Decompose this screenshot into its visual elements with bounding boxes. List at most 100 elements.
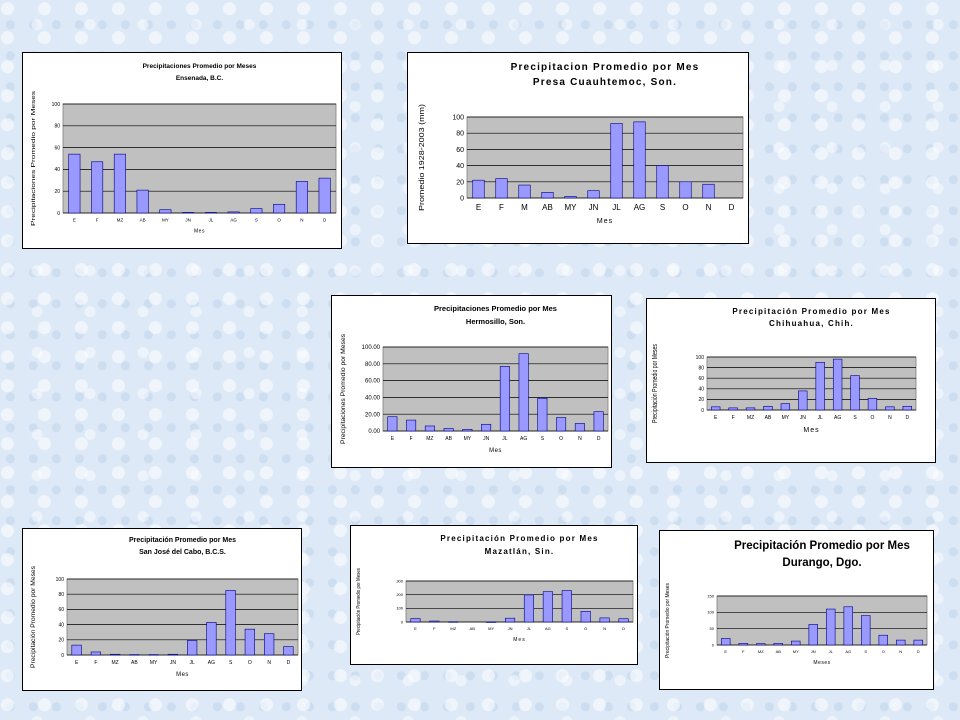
- x-tick-label: E: [476, 203, 481, 212]
- x-tick-label: AB: [131, 660, 138, 666]
- y-tick-label: 0: [401, 619, 404, 624]
- chart-title: Precipitaciones Promedio por Meses: [143, 63, 257, 70]
- x-tick-label: O: [682, 203, 688, 212]
- y-tick-label: 100: [696, 355, 705, 361]
- bar-o: [878, 634, 888, 646]
- bar-e: [410, 618, 421, 623]
- y-tick-label: 0.00: [368, 429, 380, 435]
- y-tick-label: 20.00: [365, 412, 381, 418]
- y-tick-label: 80: [698, 365, 704, 371]
- bar-jn: [808, 624, 818, 646]
- x-tick-label: AB: [765, 415, 772, 421]
- bar-ag: [227, 211, 240, 214]
- y-tick-label: 0: [460, 195, 464, 202]
- x-tick-label: MY: [782, 415, 790, 421]
- x-tick-label: S: [660, 203, 665, 212]
- chart-title: Precipitaciones Promedio por Mes: [434, 304, 557, 313]
- x-tick-label: JL: [208, 218, 213, 223]
- x-tick-label: JN: [589, 203, 599, 212]
- chart-panel-hermosillo: Precipitaciones Promedio por Mes Hermosil…: [331, 295, 612, 468]
- bar-e: [721, 638, 731, 646]
- x-tick-label: JN: [483, 436, 490, 442]
- x-tick-label: F: [410, 436, 413, 442]
- chart-title: Precipitación Promedio por Mes: [732, 307, 890, 316]
- x-tick-label: AG: [545, 626, 551, 631]
- x-tick-label: AG: [520, 436, 527, 442]
- chart-panel-durango: Precipitación Promedio por Mes Durango, D…: [659, 530, 934, 690]
- x-tick-label: E: [75, 660, 79, 666]
- bar-my: [486, 621, 497, 623]
- bar-n: [295, 181, 308, 214]
- bar-o: [273, 203, 286, 214]
- bar-f: [406, 419, 417, 432]
- chart-panel-cuauhtemoc: Precipitacion Promedio por Mes Presa Cuau…: [407, 52, 749, 244]
- x-axis-label: Mes: [513, 637, 525, 643]
- x-axis-label: Mes: [597, 218, 613, 225]
- bar-n: [896, 639, 906, 646]
- x-tick-label: JL: [527, 626, 532, 631]
- x-tick-label: MY: [565, 203, 578, 212]
- bar-jn: [798, 390, 808, 411]
- x-tick-label: S: [853, 415, 857, 421]
- bar-ab: [443, 428, 454, 432]
- y-tick-label: 60: [54, 145, 60, 151]
- y-tick-label: 0: [701, 408, 704, 414]
- x-axis-label: Mes: [194, 229, 205, 235]
- bar-e: [711, 406, 721, 411]
- y-tick-label: 80.00: [365, 362, 381, 368]
- x-tick-label: N: [706, 203, 712, 212]
- chart-svg: Precipitaciones Promedio por Meses Ensena…: [31, 63, 337, 235]
- bar-e: [387, 416, 398, 432]
- bar-mz: [424, 425, 435, 432]
- x-tick-label: JL: [612, 203, 621, 212]
- x-tick-label: AG: [845, 649, 851, 654]
- bar-mz: [745, 407, 756, 411]
- x-tick-label: D: [287, 660, 291, 666]
- bar-jn: [167, 653, 178, 656]
- bar-f: [495, 178, 508, 199]
- chart-title: Precipitación Promedio por Mes: [440, 534, 598, 543]
- y-tick-label: 80: [456, 131, 464, 138]
- x-tick-label: D: [323, 218, 327, 223]
- x-tick-label: N: [603, 626, 606, 631]
- bar-m: [518, 184, 531, 199]
- x-tick-label: S: [541, 436, 545, 442]
- bar-o: [556, 417, 567, 432]
- y-tick-label: 100: [707, 610, 714, 615]
- bar-jl: [499, 366, 510, 432]
- x-tick-label: N: [300, 218, 303, 223]
- bar-n: [599, 617, 610, 623]
- bar-n: [264, 633, 275, 656]
- chart-subtitle: Presa Cuauhtemoc, Son.: [533, 77, 677, 88]
- x-tick-label: AB: [776, 649, 782, 654]
- bar-s: [850, 375, 860, 411]
- bar-jl: [826, 608, 836, 646]
- bar-o: [244, 628, 255, 656]
- y-tick-label: 150: [707, 593, 714, 598]
- x-tick-label: D: [905, 415, 909, 421]
- x-axis-label: Mes: [489, 448, 502, 454]
- bar-s: [250, 208, 263, 214]
- x-tick-label: JL: [818, 415, 824, 421]
- x-tick-label: MZ: [117, 218, 124, 223]
- y-axis-label: Precipitaciones Promedio por Meses: [341, 334, 347, 444]
- y-axis-label: Precipitación Promedio por Meses: [665, 583, 671, 658]
- x-tick-label: N: [578, 436, 582, 442]
- chart-title: Precipitación Promedio por Mes: [129, 537, 236, 544]
- bar-jl: [187, 640, 198, 656]
- y-tick-label: 40: [54, 167, 60, 173]
- bar-ab: [136, 189, 149, 214]
- bar-n: [702, 183, 715, 199]
- x-tick-label: M: [521, 203, 528, 212]
- y-tick-label: 0: [61, 653, 64, 659]
- y-tick-label: 40: [456, 163, 464, 170]
- chart-panel-ensenada: Precipitaciones Promedio por Meses Ensena…: [22, 52, 342, 249]
- bar-s: [561, 590, 572, 623]
- y-tick-label: 300: [396, 578, 403, 583]
- x-tick-label: AB: [140, 218, 146, 223]
- y-tick-label: 0: [57, 211, 60, 217]
- x-axis-label: Mes: [176, 672, 189, 678]
- y-axis-label: Precipitación Promedio por Meses: [356, 568, 362, 635]
- bar-mz: [448, 621, 459, 623]
- x-tick-label: O: [871, 415, 875, 421]
